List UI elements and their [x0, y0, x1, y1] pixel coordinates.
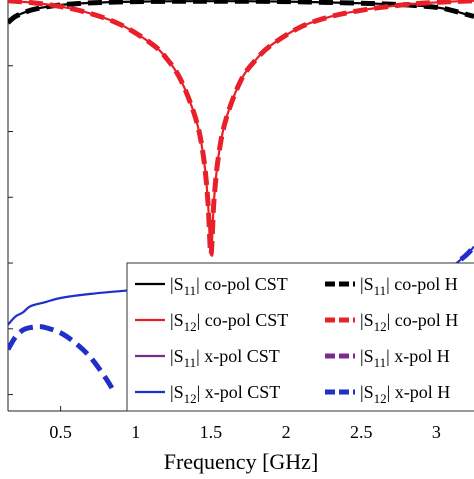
legend-label: |S11| co-pol CST	[170, 274, 288, 298]
x-tick-label: 2	[282, 422, 291, 442]
x-tick-label: 2.5	[350, 422, 373, 442]
x-tick-label: 0.5	[49, 422, 72, 442]
x-tick-label: 1.5	[200, 422, 223, 442]
legend-label: |S12| co-pol H	[360, 310, 458, 334]
x-axis-label: Frequency [GHz]	[164, 449, 319, 474]
series-line-s12-co-pol-hfss-3	[8, 0, 474, 258]
legend-label: |S12| x-pol CST	[170, 382, 280, 406]
x-tick-labels: 0.5 1 1.5 2 2.5 3	[49, 422, 441, 442]
legend-label: |S11| x-pol CST	[170, 346, 280, 370]
legend-label: |S11| co-pol H	[360, 274, 458, 298]
legend-label: |S12| co-pol CST	[170, 310, 288, 334]
legend-label: |S12| x-pol H	[360, 382, 450, 406]
legend: |S11| co-pol CST |S11| co-pol H |S12| co-p…	[126, 262, 474, 412]
x-tick-label: 1	[131, 422, 140, 442]
series-line-s11-co-pol-hfss-1	[8, 0, 474, 25]
legend-box	[126, 262, 474, 412]
legend-label: |S11| x-pol H	[360, 346, 450, 370]
series-line-s12-co-pol-cst-2	[8, 0, 474, 256]
x-tick-label: 3	[432, 422, 441, 442]
series-line-s12-x-pol-hfss-7	[8, 324, 116, 392]
